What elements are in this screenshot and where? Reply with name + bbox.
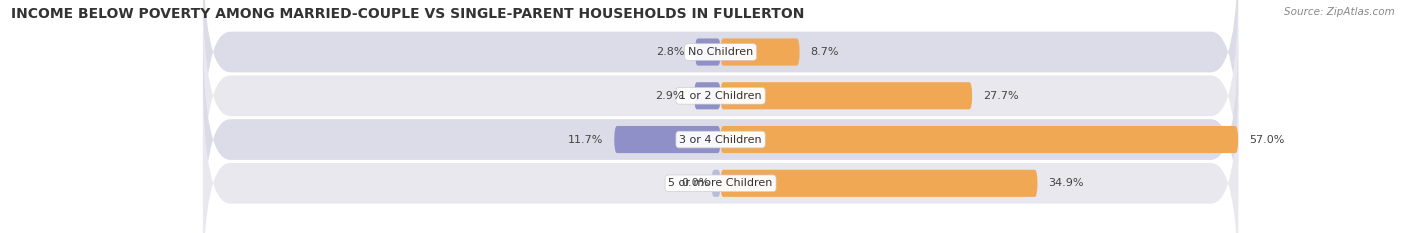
Text: 27.7%: 27.7% [983, 91, 1018, 101]
Text: Source: ZipAtlas.com: Source: ZipAtlas.com [1284, 7, 1395, 17]
Text: 3 or 4 Children: 3 or 4 Children [679, 134, 762, 144]
FancyBboxPatch shape [711, 170, 721, 197]
Text: INCOME BELOW POVERTY AMONG MARRIED-COUPLE VS SINGLE-PARENT HOUSEHOLDS IN FULLERT: INCOME BELOW POVERTY AMONG MARRIED-COUPL… [11, 7, 804, 21]
FancyBboxPatch shape [202, 29, 1239, 233]
FancyBboxPatch shape [202, 0, 1239, 207]
Text: 11.7%: 11.7% [568, 134, 603, 144]
FancyBboxPatch shape [720, 82, 972, 109]
Text: 0.0%: 0.0% [682, 178, 710, 188]
FancyBboxPatch shape [614, 126, 721, 153]
Text: 57.0%: 57.0% [1249, 134, 1285, 144]
FancyBboxPatch shape [202, 0, 1239, 163]
FancyBboxPatch shape [202, 72, 1239, 233]
FancyBboxPatch shape [720, 170, 1038, 197]
Text: 2.8%: 2.8% [655, 47, 685, 57]
Text: 5 or more Children: 5 or more Children [668, 178, 773, 188]
Text: 1 or 2 Children: 1 or 2 Children [679, 91, 762, 101]
Text: No Children: No Children [688, 47, 754, 57]
Text: 2.9%: 2.9% [655, 91, 683, 101]
Text: 34.9%: 34.9% [1049, 178, 1084, 188]
FancyBboxPatch shape [720, 38, 800, 66]
Text: 8.7%: 8.7% [810, 47, 839, 57]
FancyBboxPatch shape [695, 38, 721, 66]
FancyBboxPatch shape [720, 126, 1239, 153]
FancyBboxPatch shape [695, 82, 721, 109]
